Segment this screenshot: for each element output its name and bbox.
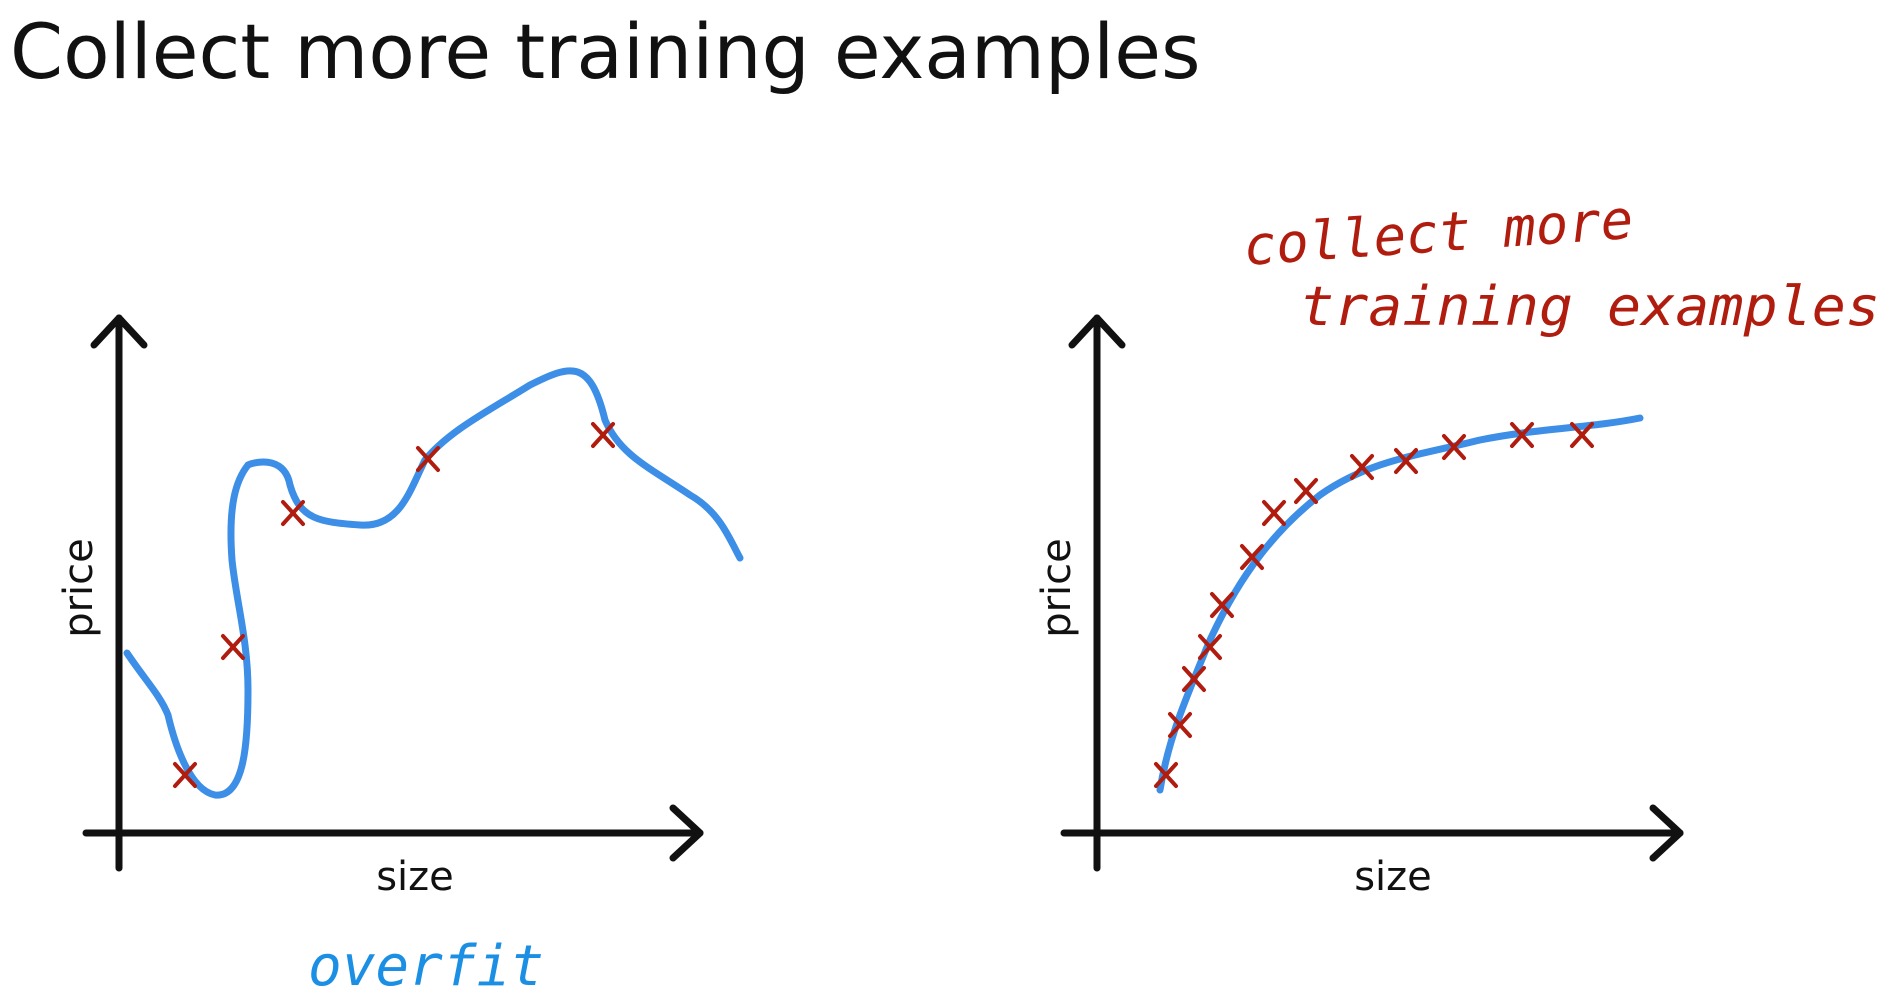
right-data-point (1510, 422, 1534, 448)
right-y-axis-arrowhead (1068, 314, 1126, 349)
right-data-point (1182, 666, 1206, 692)
right-data-point (1210, 592, 1234, 618)
right-data-point (1570, 422, 1594, 448)
left-x-axis-label: size (376, 854, 454, 900)
slide-title: Collect more training examples (10, 7, 1201, 96)
right-data-point (1240, 544, 1264, 570)
left-data-point (221, 634, 245, 660)
right-data-point (1198, 634, 1222, 660)
left-y-axis-arrowhead (90, 314, 148, 349)
left-training-points (173, 422, 615, 788)
right-data-point (1350, 454, 1374, 480)
right-x-axis-arrowhead (1649, 804, 1684, 862)
right-data-point (1394, 448, 1418, 474)
left-overfit-annotation: overfit (308, 934, 544, 996)
right-axes (1060, 314, 1684, 872)
right-annotation-line2: training examples (1300, 275, 1880, 338)
right-data-point (1262, 500, 1286, 526)
right-data-point (1442, 434, 1466, 460)
left-overfit-curve (123, 367, 744, 799)
right-data-point (1168, 712, 1192, 738)
left-data-point (281, 500, 305, 526)
left-data-point (416, 446, 440, 472)
right-y-axis-label: price (1034, 538, 1080, 638)
left-y-axis-label: price (56, 538, 102, 638)
left-x-axis-arrowhead (669, 804, 704, 862)
right-x-axis-label: size (1354, 854, 1432, 900)
left-data-point (591, 422, 615, 448)
right-training-points (1154, 422, 1594, 788)
left-plot: size price overfit (56, 314, 744, 996)
right-plot: size price collect more training example… (1034, 188, 1880, 900)
right-data-point (1154, 762, 1178, 788)
right-annotation-line1: collect more (1242, 188, 1636, 278)
right-fit-curve (1156, 414, 1644, 794)
left-data-point (173, 762, 197, 788)
right-data-point (1294, 478, 1318, 504)
left-axes (82, 314, 704, 872)
